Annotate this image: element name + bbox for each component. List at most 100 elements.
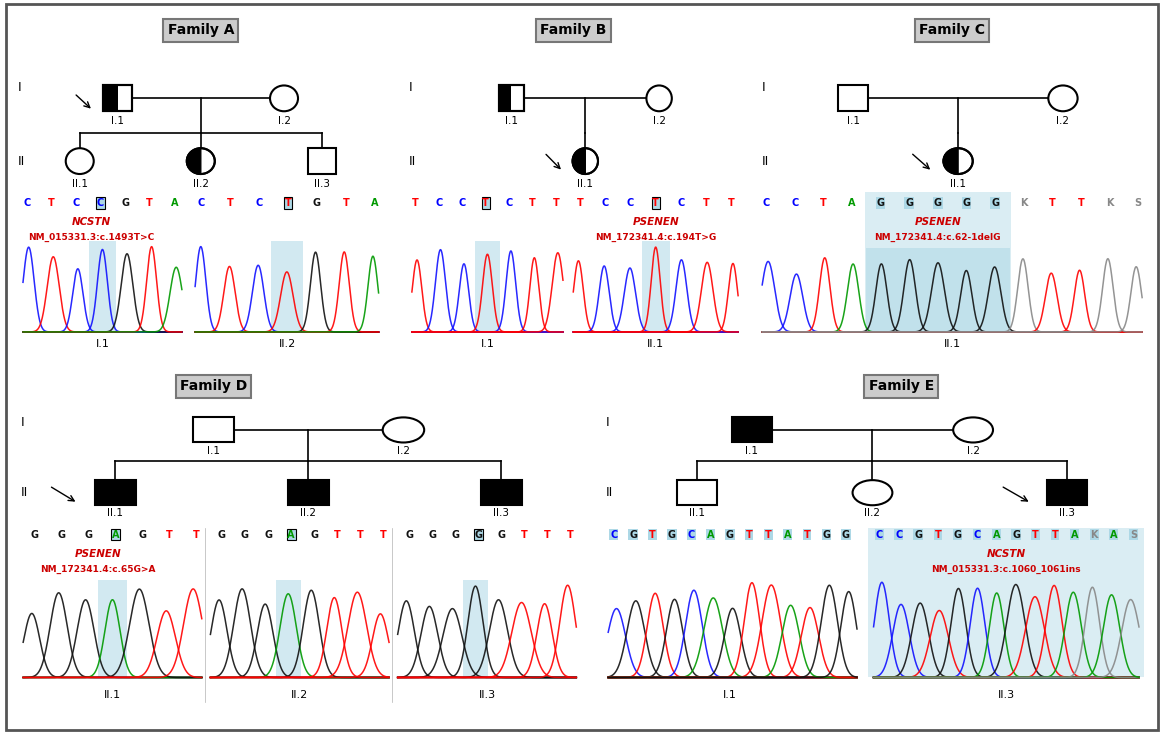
- Bar: [463, 580, 488, 677]
- Bar: [865, 192, 1010, 332]
- Text: S: S: [1135, 198, 1142, 208]
- Text: T: T: [746, 529, 753, 539]
- Circle shape: [1049, 85, 1078, 112]
- Text: Family E: Family E: [868, 379, 934, 393]
- Bar: [838, 85, 868, 112]
- Text: T: T: [703, 198, 709, 208]
- Text: C: C: [23, 198, 30, 208]
- Text: I.2: I.2: [653, 116, 666, 126]
- Text: II.2: II.2: [193, 178, 208, 189]
- Text: II.1: II.1: [104, 690, 121, 700]
- Text: C: C: [505, 198, 513, 208]
- Text: II.3: II.3: [314, 178, 329, 189]
- Bar: [475, 241, 501, 332]
- Text: PSENEN: PSENEN: [915, 217, 961, 227]
- Text: K: K: [1020, 198, 1028, 208]
- Text: C: C: [895, 529, 902, 539]
- Text: C: C: [197, 198, 205, 208]
- Bar: [498, 85, 524, 112]
- Text: C: C: [97, 198, 104, 208]
- Text: T: T: [227, 198, 233, 208]
- Circle shape: [186, 148, 215, 174]
- Text: I.1: I.1: [481, 339, 495, 349]
- Text: I.2: I.2: [397, 446, 410, 456]
- Circle shape: [646, 85, 672, 112]
- Text: G: G: [726, 529, 733, 539]
- Text: A: A: [1110, 529, 1117, 539]
- Bar: [498, 85, 511, 112]
- Text: T: T: [728, 198, 734, 208]
- Text: T: T: [935, 529, 942, 539]
- Bar: [88, 241, 116, 332]
- Text: T: T: [284, 198, 291, 208]
- Text: II.2: II.2: [300, 509, 317, 518]
- Text: II.3: II.3: [494, 509, 510, 518]
- Text: T: T: [765, 529, 772, 539]
- Bar: [104, 85, 132, 112]
- Text: T: T: [1049, 198, 1056, 208]
- Text: G: G: [475, 529, 482, 539]
- Text: NM_172341.4:c.65G>A: NM_172341.4:c.65G>A: [41, 565, 156, 574]
- Text: G: G: [405, 529, 413, 539]
- Text: G: G: [1012, 529, 1020, 539]
- Circle shape: [65, 148, 94, 174]
- Text: Family D: Family D: [179, 379, 247, 393]
- Text: I: I: [20, 416, 24, 429]
- Text: T: T: [521, 529, 527, 539]
- Text: I.2: I.2: [277, 116, 291, 126]
- Text: II.2: II.2: [291, 690, 308, 700]
- Text: G: G: [914, 529, 922, 539]
- Text: T: T: [482, 198, 489, 208]
- Text: Family A: Family A: [168, 23, 234, 37]
- Text: T: T: [1052, 529, 1058, 539]
- Bar: [104, 85, 132, 112]
- Bar: [866, 248, 1010, 332]
- Text: G: G: [218, 529, 226, 539]
- Text: II.3: II.3: [1059, 509, 1076, 518]
- Text: I.1: I.1: [95, 339, 109, 349]
- Text: C: C: [688, 529, 695, 539]
- Text: T: T: [650, 529, 655, 539]
- Polygon shape: [186, 148, 201, 174]
- Text: C: C: [459, 198, 466, 208]
- Text: II.1: II.1: [689, 509, 704, 518]
- Bar: [94, 480, 136, 505]
- Text: G: G: [241, 529, 249, 539]
- Text: C: C: [627, 198, 634, 208]
- Text: G: G: [953, 529, 961, 539]
- Circle shape: [573, 148, 598, 174]
- Text: G: G: [823, 529, 831, 539]
- Bar: [276, 580, 300, 677]
- Text: T: T: [193, 529, 199, 539]
- Text: C: C: [677, 198, 684, 208]
- Text: C: C: [255, 198, 262, 208]
- Circle shape: [270, 85, 298, 112]
- Text: C: C: [792, 198, 799, 208]
- Text: G: G: [57, 529, 65, 539]
- Text: T: T: [577, 198, 583, 208]
- Bar: [641, 241, 669, 332]
- Text: I: I: [17, 81, 21, 95]
- Text: K: K: [1091, 529, 1098, 539]
- Text: G: G: [85, 529, 92, 539]
- Text: NCSTN: NCSTN: [71, 217, 111, 227]
- Text: T: T: [819, 198, 826, 208]
- Text: II.3: II.3: [998, 690, 1015, 700]
- Circle shape: [953, 418, 993, 443]
- Text: T: T: [1032, 529, 1039, 539]
- Text: G: G: [428, 529, 436, 539]
- Text: G: G: [668, 529, 676, 539]
- Text: T: T: [357, 529, 363, 539]
- Text: K: K: [1106, 198, 1113, 208]
- Text: T: T: [567, 529, 574, 539]
- Text: II.2: II.2: [279, 339, 297, 349]
- Text: G: G: [991, 198, 999, 208]
- Text: NM_015331.3:c.1060_1061ins: NM_015331.3:c.1060_1061ins: [931, 565, 1081, 574]
- Text: T: T: [544, 529, 551, 539]
- Text: II.3: II.3: [478, 690, 496, 700]
- Text: A: A: [707, 529, 715, 539]
- Text: G: G: [629, 529, 637, 539]
- Text: II: II: [17, 155, 24, 167]
- Text: I.1: I.1: [207, 446, 220, 456]
- Text: I: I: [409, 81, 412, 95]
